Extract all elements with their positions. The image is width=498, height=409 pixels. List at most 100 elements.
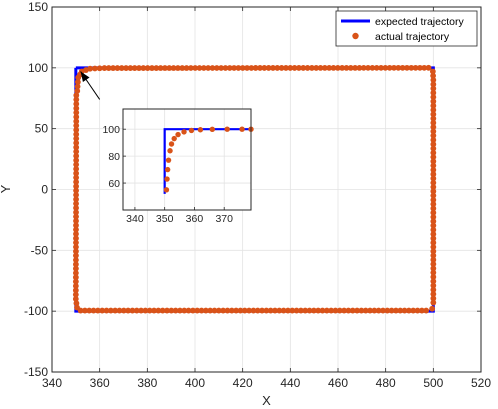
- actual-trajectory-point: [412, 64, 419, 71]
- actual-trajectory-point: [393, 307, 399, 314]
- actual-trajectory-point: [96, 65, 103, 72]
- actual-trajectory-point: [101, 65, 108, 71]
- actual-trajectory-point: [430, 261, 437, 268]
- actual-trajectory-point: [202, 307, 209, 314]
- actual-trajectory-point: [73, 122, 80, 129]
- actual-trajectory-point: [418, 307, 425, 314]
- actual-trajectory-point: [209, 65, 216, 71]
- y-tick-label: 100: [28, 61, 48, 75]
- actual-trajectory-point: [170, 65, 177, 71]
- x-tick-label: 400: [185, 376, 205, 390]
- actual-trajectory-point: [99, 307, 106, 314]
- actual-trajectory-point: [72, 291, 79, 298]
- actual-trajectory-point: [187, 65, 194, 71]
- actual-trajectory-point: [73, 161, 80, 168]
- actual-trajectory-point: [73, 257, 79, 263]
- actual-trajectory-point: [352, 64, 358, 71]
- actual-trajectory-point: [73, 157, 80, 164]
- actual-trajectory-point: [425, 64, 432, 71]
- actual-trajectory-point: [192, 65, 199, 71]
- x-tick-label: 520: [471, 376, 491, 390]
- actual-trajectory-point: [430, 111, 437, 118]
- actual-trajectory-point: [430, 89, 437, 96]
- actual-trajectory-point: [302, 307, 309, 314]
- actual-trajectory-point: [384, 307, 391, 314]
- inset-actual-point: [171, 135, 177, 142]
- actual-trajectory-point: [430, 222, 437, 229]
- actual-trajectory-point: [127, 65, 134, 71]
- actual-trajectory-point: [73, 105, 80, 112]
- actual-trajectory-point: [308, 65, 315, 71]
- actual-trajectory-point: [430, 265, 437, 272]
- y-axis-label: Y: [0, 184, 13, 193]
- actual-trajectory-point: [72, 287, 79, 294]
- actual-trajectory-point: [73, 300, 80, 307]
- actual-trajectory-point: [263, 307, 270, 314]
- actual-trajectory-point: [72, 278, 79, 285]
- actual-trajectory-point: [375, 307, 382, 314]
- actual-trajectory-point: [252, 65, 259, 71]
- actual-trajectory-point: [430, 85, 437, 92]
- actual-trajectory-point: [224, 307, 231, 314]
- actual-trajectory-point: [378, 64, 384, 71]
- actual-trajectory-point: [365, 64, 371, 71]
- actual-trajectory-point: [211, 307, 218, 314]
- actual-trajectory-point: [153, 65, 160, 71]
- actual-trajectory-point: [373, 64, 380, 71]
- actual-trajectory-point: [328, 307, 335, 314]
- actual-trajectory-point: [272, 307, 278, 314]
- actual-trajectory-point: [164, 307, 170, 314]
- actual-trajectory-point: [200, 65, 207, 71]
- actual-trajectory-point: [92, 65, 98, 72]
- actual-trajectory-point: [261, 65, 268, 71]
- actual-trajectory-point: [146, 307, 153, 314]
- actual-trajectory-point: [72, 296, 79, 302]
- actual-trajectory-point: [326, 65, 333, 71]
- actual-trajectory-point: [360, 64, 367, 71]
- actual-trajectory-point: [73, 196, 79, 203]
- inset-actual-point: [167, 148, 173, 154]
- actual-trajectory-point: [149, 65, 155, 71]
- inset-actual-point: [239, 126, 245, 132]
- actual-trajectory-point: [285, 307, 291, 314]
- actual-trajectory-point: [391, 64, 397, 71]
- actual-trajectory-point: [218, 65, 225, 71]
- actual-trajectory-point: [410, 307, 417, 314]
- actual-trajectory-point: [194, 307, 201, 314]
- y-tick-label: 150: [28, 0, 48, 14]
- actual-trajectory-point: [185, 307, 192, 314]
- actual-trajectory-point: [330, 65, 337, 71]
- legend-box: [335, 10, 478, 47]
- actual-trajectory-point: [343, 64, 350, 71]
- actual-trajectory-point: [280, 307, 287, 314]
- actual-trajectory-point: [73, 218, 79, 224]
- actual-trajectory-point: [430, 94, 437, 101]
- actual-trajectory-point: [90, 307, 97, 314]
- actual-trajectory-point: [429, 68, 436, 75]
- actual-trajectory-point: [267, 307, 274, 314]
- actual-trajectory-point: [369, 64, 376, 71]
- actual-trajectory-point: [133, 307, 140, 314]
- actual-trajectory-point: [168, 307, 175, 314]
- actual-trajectory-point: [105, 65, 112, 71]
- actual-trajectory-point: [430, 226, 437, 233]
- actual-trajectory-point: [408, 64, 415, 71]
- actual-trajectory-point: [213, 65, 220, 71]
- legend: expected trajectory actual trajectory: [335, 10, 478, 47]
- actual-trajectory-point: [233, 307, 240, 314]
- inset-plot: 340 350 360 370 60 80 100: [102, 108, 254, 225]
- actual-trajectory-point: [73, 101, 80, 107]
- actual-trajectory-point: [430, 141, 437, 148]
- inset-y-tick-label: 80: [108, 151, 120, 163]
- actual-trajectory-point: [380, 307, 386, 314]
- actual-trajectory-point: [228, 307, 235, 314]
- actual-trajectory-point: [430, 132, 437, 139]
- legend-swatch-marker: [352, 32, 359, 40]
- x-tick-label: 480: [376, 376, 396, 390]
- actual-trajectory-point: [321, 65, 328, 71]
- actual-trajectory-point: [430, 278, 437, 285]
- actual-trajectory-point: [310, 307, 317, 314]
- actual-trajectory-point: [73, 248, 79, 255]
- actual-trajectory-point: [205, 65, 212, 71]
